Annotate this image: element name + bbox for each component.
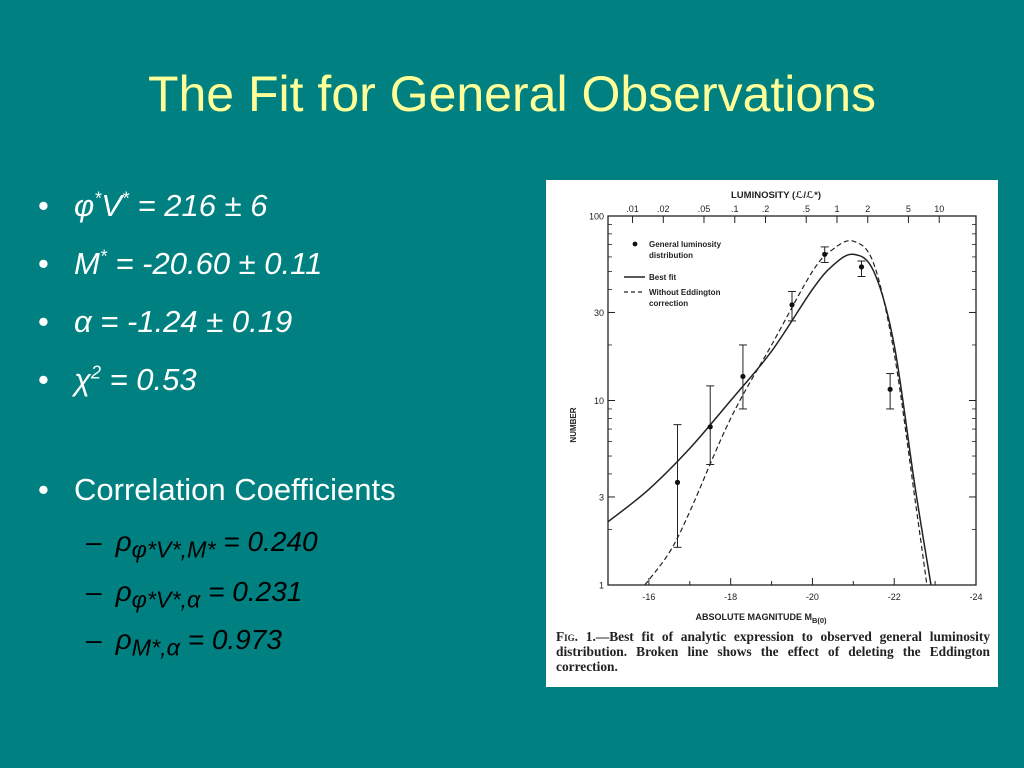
alpha-value: α = -1.24 ± 0.19	[74, 304, 293, 339]
phi-symbol: φ	[74, 188, 95, 223]
data-point	[789, 302, 795, 308]
sub-bullet-rho-2: – ρφ*V*,α = 0.231	[86, 576, 302, 614]
data-point	[674, 479, 681, 485]
bullet-m-star: • M* = -20.60 ± 0.11	[38, 246, 322, 282]
top-tick-label: .1	[731, 204, 739, 214]
legend-dashed-line2: correction	[649, 299, 688, 308]
legend-best-fit-label: Best fit	[649, 273, 676, 282]
legend-point-marker	[632, 241, 638, 247]
chi-value: = 0.53	[100, 362, 197, 397]
chi-symbol: χ	[74, 362, 91, 397]
top-tick-label: 10	[934, 204, 944, 214]
luminosity-figure: LUMINOSITY (ℒ/ℒ*) NUMBER ABSOLUTE MAGNIT…	[546, 180, 998, 687]
dash-marker: –	[86, 624, 102, 655]
x-axis-label-main: ABSOLUTE MAGNITUDE M	[695, 612, 812, 622]
y-axis-label: NUMBER	[569, 407, 578, 442]
x-axis-label-sub: B(0)	[812, 616, 827, 625]
caption-text: —Best fit of analytic expression to obse…	[556, 629, 991, 674]
bullet-marker: •	[38, 472, 49, 507]
top-tick-label: .5	[802, 204, 810, 214]
y-tick-label: 3	[599, 492, 604, 502]
correlation-heading: Correlation Coefficients	[74, 472, 396, 507]
rho-symbol: ρ	[115, 576, 132, 607]
rho-value: = 0.973	[179, 624, 282, 655]
data-point	[707, 424, 713, 430]
legend-dashed-line1: Without Eddington	[649, 288, 721, 297]
y-tick-label: 30	[594, 308, 604, 318]
chart-legend: General luminosity distribution Best fit…	[624, 240, 722, 308]
sub-bullet-rho-3: – ρM*,α = 0.973	[86, 624, 282, 662]
dash-marker: –	[86, 526, 102, 557]
bullet-marker: •	[38, 188, 49, 223]
m-superscript: *	[99, 246, 107, 267]
top-tick-label: .01	[626, 204, 639, 214]
top-tick-label: 1	[834, 204, 839, 214]
chi-superscript: 2	[90, 362, 101, 383]
luminosity-chart: LUMINOSITY (ℒ/ℒ*) NUMBER ABSOLUTE MAGNIT…	[569, 190, 983, 625]
x-axis-label: ABSOLUTE MAGNITUDE MB(0)	[695, 612, 827, 625]
data-point	[887, 386, 893, 392]
bullet-marker: •	[38, 304, 49, 339]
data-point	[822, 251, 828, 257]
figure-caption: Fig. 1.—Best fit of analytic expression …	[556, 629, 990, 674]
m-star-value: = -20.60 ± 0.11	[106, 246, 323, 281]
rho-value: = 0.240	[215, 526, 318, 557]
data-point	[740, 373, 746, 380]
y-tick-label: 10	[594, 396, 604, 406]
rho-symbol: ρ	[115, 624, 132, 655]
bullet-alpha: • α = -1.24 ± 0.19	[38, 304, 292, 340]
bullet-marker: •	[38, 362, 49, 397]
rho-value: = 0.231	[200, 576, 303, 607]
rho-subscript: M*,α	[131, 634, 180, 661]
legend-points-line1: General luminosity	[649, 240, 722, 249]
slide-title: The Fit for General Observations	[147, 66, 877, 122]
top-tick-label: .05	[698, 204, 711, 214]
x-tick-label: -20	[806, 592, 819, 602]
m-symbol: M	[74, 246, 100, 281]
dash-marker: –	[86, 576, 102, 607]
top-tick-label: .2	[762, 204, 770, 214]
v-superscript: *	[121, 188, 129, 209]
x-tick-label: -22	[888, 592, 901, 602]
legend-points-line2: distribution	[649, 251, 693, 260]
best-fit-curve	[607, 253, 932, 586]
rho-subscript: φ*V*,α	[131, 586, 201, 613]
data-point	[858, 264, 865, 270]
v-symbol: V	[101, 188, 122, 223]
plot-frame	[607, 215, 977, 586]
rho-symbol: ρ	[115, 526, 132, 557]
caption-fig-label: Fig. 1.	[556, 629, 596, 644]
top-tick-label: 2	[865, 204, 870, 214]
phi-v-value: = 216 ± 6	[128, 188, 268, 223]
bullet-marker: •	[38, 246, 49, 281]
sub-bullet-rho-1: – ρφ*V*,M* = 0.240	[86, 526, 318, 564]
y-tick-label: 100	[589, 212, 604, 222]
bullet-chi-squared: • χ2 = 0.53	[38, 362, 197, 398]
x-tick-label: -24	[969, 592, 982, 602]
y-tick-label: 1	[599, 581, 604, 591]
bullet-correlation: • Correlation Coefficients	[38, 472, 396, 508]
top-tick-label: 5	[906, 204, 911, 214]
x-tick-label: -16	[642, 592, 655, 602]
phi-superscript: *	[94, 188, 102, 209]
top-axis-label: LUMINOSITY (ℒ/ℒ*)	[731, 190, 821, 201]
bullet-phi-v: • φ*V* = 216 ± 6	[38, 188, 267, 224]
top-tick-label: .02	[657, 204, 670, 214]
rho-subscript: φ*V*,M*	[131, 536, 216, 563]
x-tick-label: -18	[724, 592, 737, 602]
